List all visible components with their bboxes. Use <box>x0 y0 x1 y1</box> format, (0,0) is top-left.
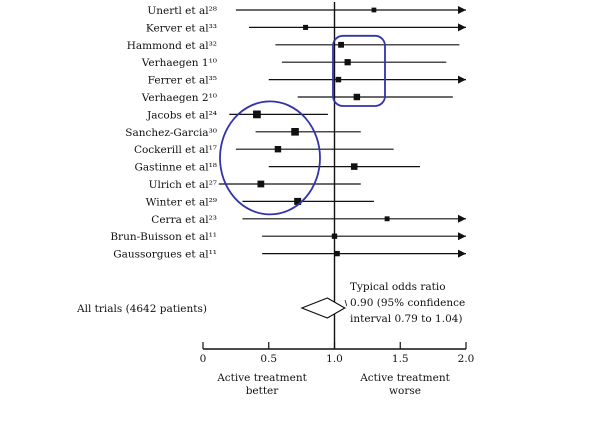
ci-arrow <box>458 249 466 258</box>
study-estimate-marker <box>257 180 265 188</box>
study-label: Verhaegen 2¹⁰ <box>141 92 217 104</box>
study-estimate-marker <box>334 250 340 257</box>
study-label: Gaussorgues et al¹¹ <box>113 249 217 261</box>
x-tick-label: 0.5 <box>260 353 277 365</box>
study-estimate-marker <box>303 24 309 30</box>
x-tick-label: 2.0 <box>458 353 475 365</box>
x-tick-label: 1.5 <box>392 353 409 365</box>
x-tick-label: 0 <box>200 353 207 365</box>
x-caption-left: better <box>246 385 280 397</box>
x-tick-label: 1.0 <box>326 353 343 365</box>
ci-arrow <box>458 214 466 223</box>
study-label: Hammond et al³² <box>127 40 217 52</box>
summary-diamond <box>300 297 346 319</box>
study-estimate-marker <box>274 146 282 153</box>
study-label: Ferrer et al³⁵ <box>148 75 217 87</box>
study-label: Kerver et al³³ <box>146 22 217 34</box>
summary-note-line: interval 0.79 to 1.04) <box>350 313 463 325</box>
study-label: Gastinne et al¹⁸ <box>135 162 218 174</box>
ci-arrow <box>458 6 466 14</box>
study-estimate-marker <box>291 128 299 136</box>
study-label: Sanchez-Garcia³⁰ <box>125 127 217 139</box>
study-label: Ulrich et al²⁷ <box>149 179 217 191</box>
x-caption-left: Active treatment <box>216 372 307 384</box>
study-estimate-marker <box>335 76 342 83</box>
highlight-ellipse <box>332 34 386 107</box>
study-estimate-marker <box>344 59 351 66</box>
ci-arrow <box>458 232 466 241</box>
summary-note-line: 0.90 (95% confidence <box>350 297 465 309</box>
study-label: Cerra et al²³ <box>151 214 217 226</box>
study-estimate-marker <box>253 110 261 119</box>
summary-leader <box>344 299 348 307</box>
study-label: Jacobs et al²⁴ <box>146 109 217 121</box>
study-label: Winter et al²⁹ <box>146 196 217 208</box>
x-caption-right: worse <box>389 385 421 397</box>
study-estimate-marker <box>353 93 361 101</box>
study-label: Brun-Buisson et al¹¹ <box>110 231 217 243</box>
study-estimate-marker <box>350 163 358 170</box>
summary-label: All trials (4642 patients) <box>76 303 207 315</box>
study-estimate-marker <box>294 197 302 205</box>
summary-note-line: Typical odds ratio <box>350 281 446 293</box>
study-estimate-marker <box>384 216 390 222</box>
study-estimate-marker <box>371 7 377 13</box>
study-label: Unertl et al²⁸ <box>147 5 217 17</box>
x-caption-right: Active treatment <box>359 372 450 384</box>
study-estimate-marker <box>338 41 344 48</box>
study-label: Verhaegen 1¹⁰ <box>141 57 217 69</box>
study-estimate-marker <box>331 233 338 239</box>
study-label: Cockerill et al¹⁷ <box>134 144 217 156</box>
ci-arrow <box>458 75 466 84</box>
highlight-ellipse <box>219 100 321 216</box>
ci-arrow <box>458 23 466 32</box>
